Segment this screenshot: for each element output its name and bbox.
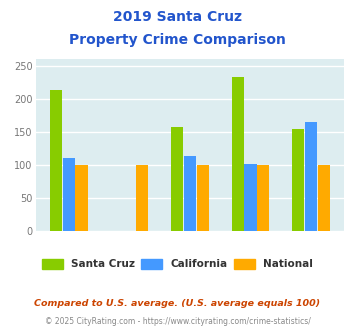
Bar <box>257 165 269 231</box>
Bar <box>63 158 75 231</box>
Text: Property Crime Comparison: Property Crime Comparison <box>69 33 286 47</box>
Bar <box>184 156 196 231</box>
Bar <box>318 165 330 231</box>
Bar <box>76 165 88 231</box>
Text: Compared to U.S. average. (U.S. average equals 100): Compared to U.S. average. (U.S. average … <box>34 299 321 308</box>
Bar <box>197 165 209 231</box>
Bar <box>305 122 317 231</box>
Bar <box>232 77 244 231</box>
Legend: Santa Cruz, California, National: Santa Cruz, California, National <box>38 255 317 274</box>
Bar <box>292 129 304 231</box>
Bar <box>171 127 183 231</box>
Text: © 2025 CityRating.com - https://www.cityrating.com/crime-statistics/: © 2025 CityRating.com - https://www.city… <box>45 317 310 326</box>
Bar <box>245 164 257 231</box>
Bar <box>136 165 148 231</box>
Text: 2019 Santa Cruz: 2019 Santa Cruz <box>113 10 242 24</box>
Bar <box>50 90 62 231</box>
